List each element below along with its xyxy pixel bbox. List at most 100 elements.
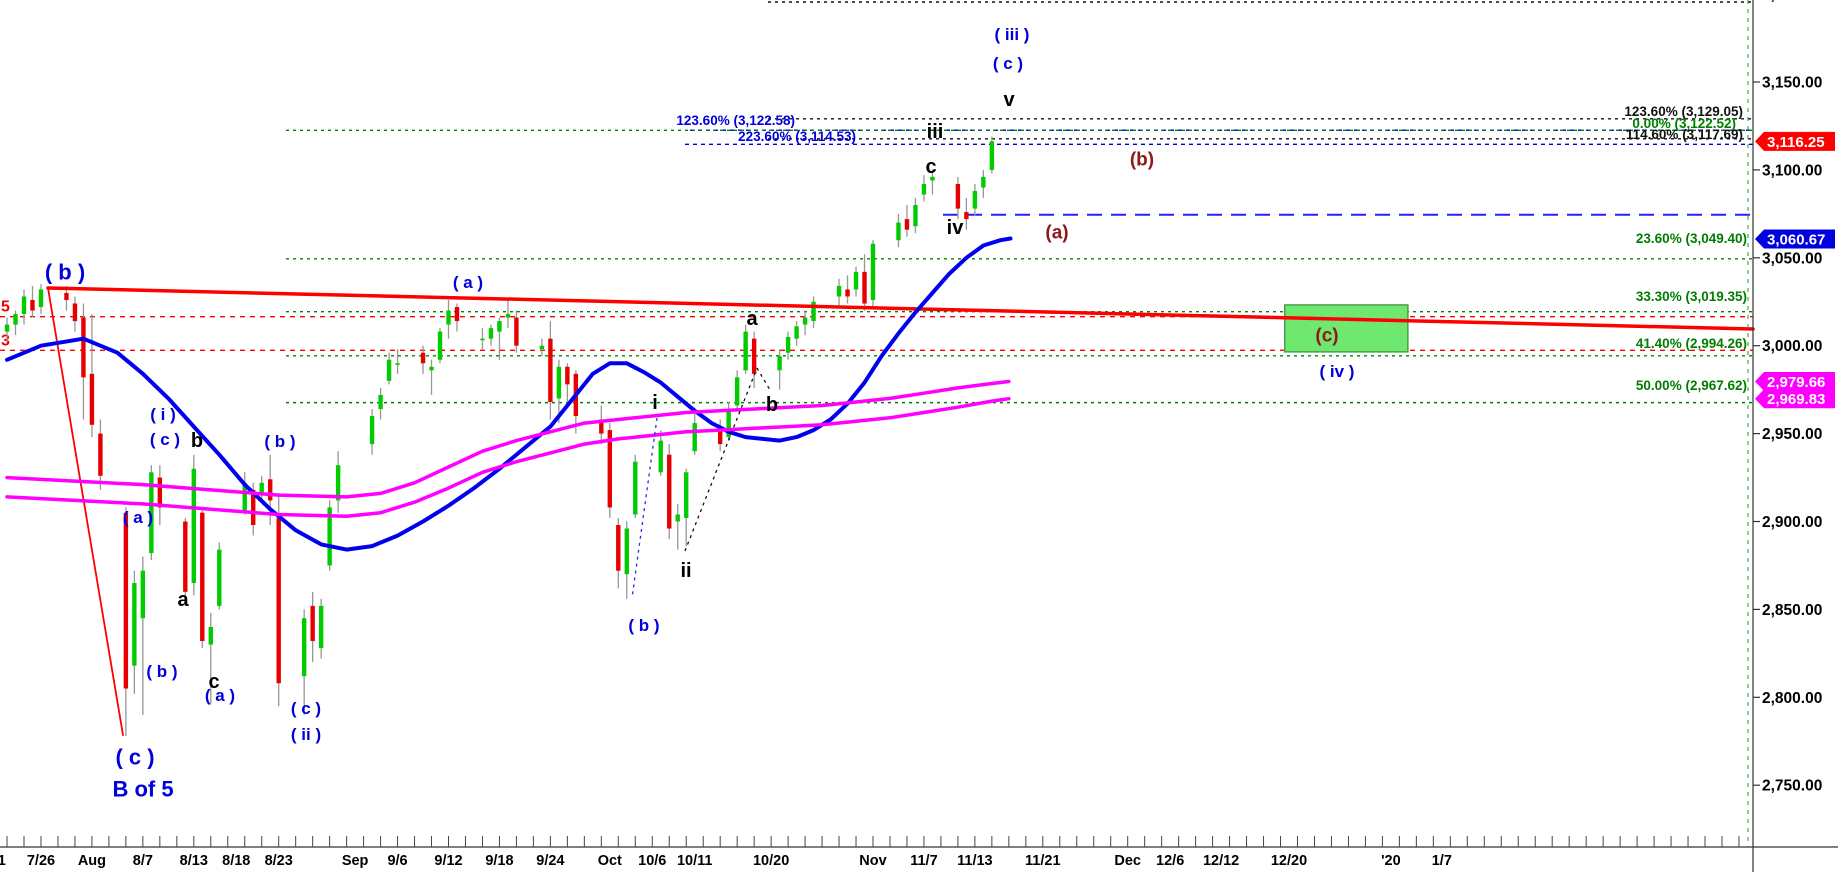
y-axis-label: 3,200.00 [1762, 0, 1822, 4]
candle-body [539, 345, 545, 350]
wave-label: ( c ) [993, 54, 1023, 73]
x-axis-label: Oct [598, 853, 622, 869]
candle-body [675, 514, 680, 522]
magenta-band-upper [5, 379, 1011, 499]
x-axis-label: 10/20 [753, 853, 789, 869]
wave-label: ( a ) [453, 273, 483, 292]
candle-body [794, 326, 799, 339]
wave-label: ( a ) [123, 508, 153, 527]
candle-body [132, 583, 137, 666]
candle-body [81, 317, 86, 378]
candle-body [684, 472, 689, 518]
candle-body [811, 301, 816, 322]
candle-body [862, 271, 867, 304]
y-axis-label: 3,000.00 [1762, 338, 1822, 355]
x-axis-label: Aug [78, 853, 106, 869]
x-axis-label: 9/24 [536, 853, 564, 869]
wave-label: ( c ) [115, 745, 154, 770]
wave-label: ( ii ) [291, 725, 321, 744]
candle-body [386, 359, 392, 381]
candle-body [658, 440, 663, 473]
fib-level-label: 123.60% (3,122.58) [676, 113, 795, 128]
candle-body [30, 299, 35, 311]
candle-body [667, 454, 672, 529]
wave-label: ( i ) [150, 405, 176, 424]
x-axis-label: 8/13 [180, 853, 208, 869]
candle-body [751, 338, 757, 374]
candle-body [964, 212, 969, 220]
x-axis-label: 9/6 [387, 853, 407, 869]
candle-body [726, 408, 731, 438]
fib-level-label: 41.40% (2,994.26) [1636, 336, 1747, 351]
candle-body [972, 190, 978, 209]
candle-body [420, 352, 426, 364]
blue-ma-line [5, 236, 1013, 552]
candle-body [123, 512, 129, 689]
candle-body [989, 141, 995, 170]
cut-off-fib-label: 5 [1, 299, 10, 316]
fib-level-label: 50.00% (2,967.62) [1636, 378, 1747, 393]
fib-level-label: 123.60% (3,129.05) [1624, 104, 1743, 119]
candle-body [454, 307, 460, 322]
candle-body [717, 430, 723, 445]
x-axis-label: 11/21 [1025, 853, 1061, 869]
candle-body [599, 419, 604, 434]
candle-body [21, 296, 27, 315]
x-axis-label: 9/18 [485, 853, 513, 869]
candle-body [785, 336, 791, 353]
wave-label: b [766, 394, 778, 416]
price-badge [1755, 371, 1835, 391]
candle-body [743, 331, 748, 371]
candle-body [183, 521, 188, 592]
fib-level-label: 223.60% (3,114.53) [738, 129, 856, 144]
candle-body [268, 479, 273, 501]
wave-label: ( b ) [146, 662, 177, 681]
candle-body [13, 314, 18, 325]
cut-off-fib-label: 3 [1, 332, 10, 349]
wave-label: ( a ) [205, 686, 235, 705]
x-axis-label: 7/26 [27, 853, 55, 869]
candle-body [624, 528, 629, 575]
wave-connector-line [756, 367, 771, 391]
price-badge-value: 3,060.67 [1767, 232, 1825, 249]
candle-body [836, 285, 842, 297]
y-axis-label: 2,900.00 [1762, 514, 1822, 531]
y-axis-label: 2,850.00 [1762, 602, 1822, 619]
y-axis-label: 2,750.00 [1762, 778, 1822, 795]
y-axis-label: 3,100.00 [1762, 162, 1822, 179]
candle-body [913, 205, 918, 227]
candle-body [64, 292, 69, 300]
candle-body [4, 324, 10, 332]
x-axis-label: Sep [342, 853, 369, 869]
wave-label: ( b ) [264, 432, 295, 451]
candle-body [633, 461, 638, 515]
x-axis-label: Dec [1114, 853, 1141, 869]
candle-body [259, 482, 264, 496]
candle-body [904, 219, 910, 230]
candle-body [955, 183, 961, 209]
candle-body [251, 489, 256, 526]
candle-body [301, 618, 307, 677]
candle-body [157, 477, 163, 508]
x-axis-label: 11/13 [957, 853, 993, 869]
fib-level-label: 114.60% (3,117.69) [1626, 127, 1743, 142]
y-axis-label: 2,950.00 [1762, 426, 1822, 443]
wave-label: ( c ) [150, 430, 180, 449]
candle-body [378, 394, 383, 409]
wave-label: c [925, 156, 936, 178]
fib-level-label: 33.30% (3,019.35) [1636, 289, 1747, 304]
red-resistance-line [46, 286, 1755, 331]
wave-label: a [177, 589, 189, 611]
price-badge-value: 2,979.66 [1767, 374, 1825, 391]
candle-body [556, 366, 562, 399]
wave-label: a [746, 308, 758, 330]
wave-label: (a) [1045, 223, 1068, 244]
price-badge-value: 3,116.25 [1767, 134, 1825, 151]
candle-body [208, 626, 213, 645]
candle-body [930, 176, 935, 181]
candle-body [802, 317, 808, 325]
wave-label: ( b ) [45, 260, 85, 285]
candle-body [335, 465, 341, 501]
x-axis-label: 8/7 [133, 853, 153, 869]
